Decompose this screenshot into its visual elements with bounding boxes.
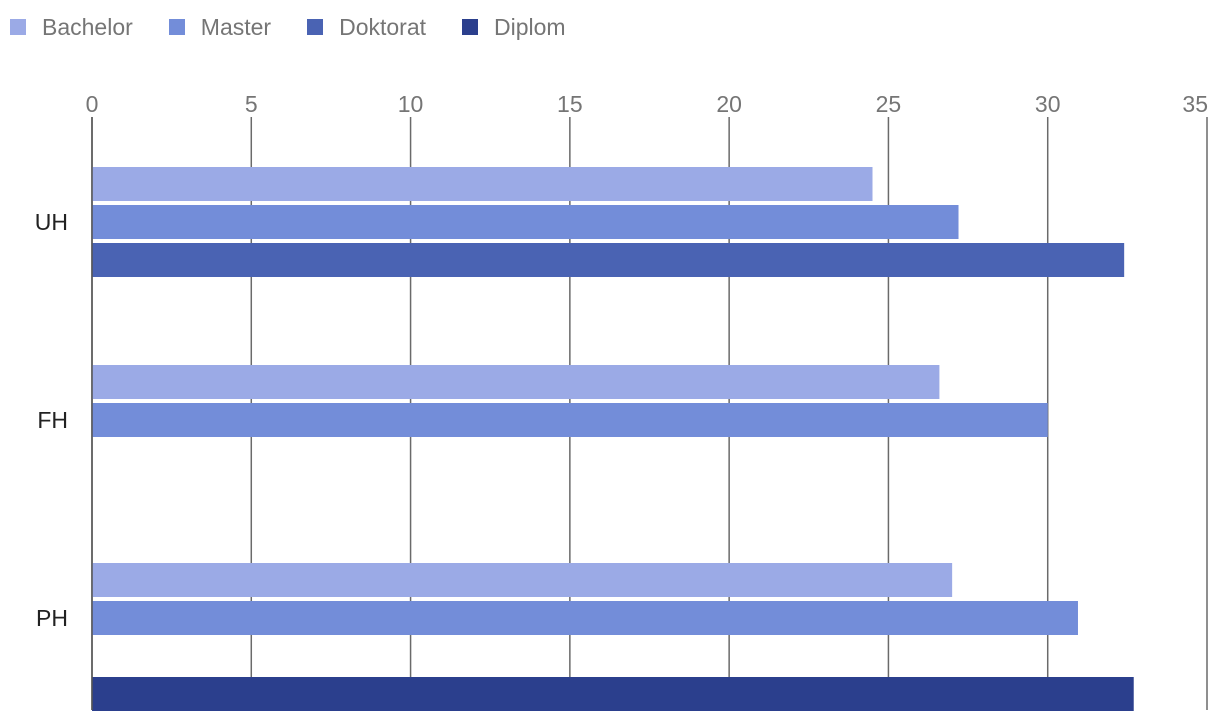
- bar-uh-bachelor[interactable]: [92, 167, 873, 201]
- bar-uh-master[interactable]: [92, 205, 959, 239]
- legend-label: Doktorat: [339, 13, 427, 40]
- legend-item-doktorat[interactable]: Doktorat: [307, 14, 426, 41]
- chart-legend: Bachelor Master Doktorat Diplom: [10, 10, 602, 44]
- legend-swatch: [307, 19, 324, 35]
- legend-label: Bachelor: [42, 13, 133, 40]
- x-tick-label: 20: [716, 91, 742, 117]
- legend-swatch: [168, 19, 185, 35]
- x-tick-label: 0: [86, 91, 99, 117]
- x-tick-label: 15: [557, 91, 583, 117]
- y-category-label: PH: [36, 605, 68, 631]
- y-category-label: UH: [35, 209, 68, 235]
- y-category-label: FH: [37, 407, 68, 433]
- bar-ph-bachelor[interactable]: [92, 563, 953, 597]
- legend-label: Master: [200, 13, 272, 40]
- bar-ph-master[interactable]: [92, 601, 1078, 635]
- legend-item-diplom[interactable]: Diplom: [462, 14, 566, 41]
- bar-fh-bachelor[interactable]: [92, 365, 940, 399]
- x-tick-label: 35: [1182, 91, 1208, 117]
- bar-uh-doktorat[interactable]: [92, 243, 1125, 277]
- legend-swatch: [462, 19, 479, 35]
- bar-ph-diplom[interactable]: [92, 677, 1134, 711]
- x-tick-label: 10: [398, 91, 424, 117]
- legend-label: Diplom: [494, 13, 566, 40]
- legend-item-master[interactable]: Master: [168, 13, 272, 41]
- bar-fh-master[interactable]: [92, 403, 1048, 437]
- bars: [92, 167, 1134, 711]
- legend-item-bachelor[interactable]: Bachelor: [10, 14, 133, 41]
- legend-swatch: [10, 19, 26, 35]
- x-tick-label: 5: [245, 91, 258, 117]
- x-tick-label: 25: [876, 91, 902, 117]
- x-tick-label: 30: [1035, 91, 1061, 117]
